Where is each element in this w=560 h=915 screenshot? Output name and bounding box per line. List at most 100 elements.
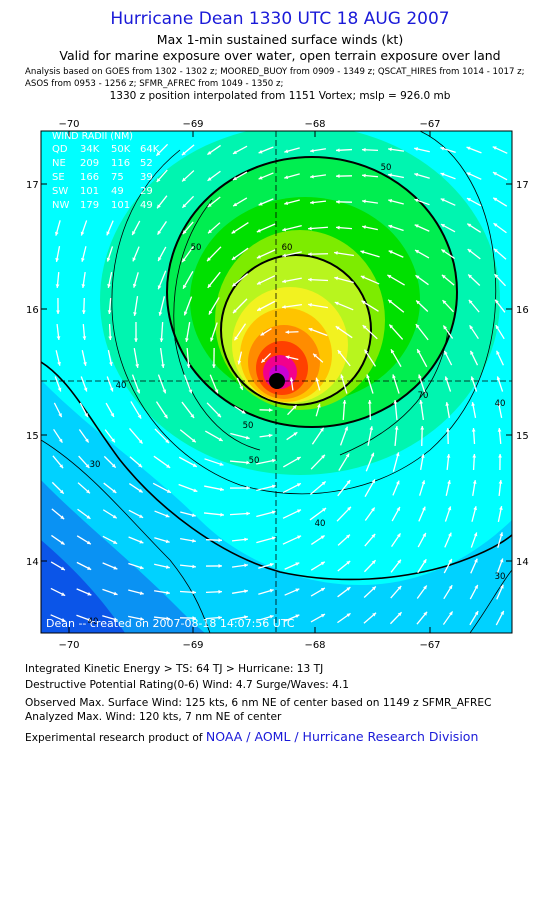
wind-vector-arrowhead <box>132 257 137 262</box>
wind-vector-arrowhead <box>388 147 392 152</box>
wind-vector-arrowhead <box>310 148 314 153</box>
wind-vector-arrowhead <box>388 224 393 229</box>
contour-label: 50 <box>249 456 260 466</box>
wind-vector-arrowhead <box>334 301 339 306</box>
wind-vector-arrowhead <box>108 336 113 340</box>
wind-vector-arrowhead <box>448 611 453 616</box>
wind-vector-arrowhead <box>493 223 498 227</box>
wind-vector-arrowhead <box>207 203 212 207</box>
contour-line-inner-left <box>173 199 261 451</box>
wind-radii-cell: 29 <box>140 186 153 197</box>
wind-vector-arrowhead <box>397 585 402 590</box>
wind-vector-arrowhead <box>316 403 321 408</box>
wind-vector-arrowhead <box>474 584 478 589</box>
lat-label-right: 14 <box>516 557 529 568</box>
contour-line-inner-right <box>339 329 449 456</box>
observed-max-wind-line: Observed Max. Surface Wind: 125 kts, 6 n… <box>25 697 492 709</box>
wind-vector-arrowhead <box>494 274 499 279</box>
wind-vector-arrowhead <box>214 389 219 394</box>
wind-vector-arrowhead <box>500 584 504 589</box>
contour-line-45kt <box>111 131 497 495</box>
wind-vector-arrowhead <box>237 360 242 365</box>
wind-vector-arrowhead <box>498 454 502 458</box>
wind-vector-arrowhead <box>388 199 393 203</box>
wind-vector-arrowhead <box>388 299 393 304</box>
wind-vector-arrowhead <box>397 559 401 564</box>
wind-vector-arrowhead <box>183 284 187 289</box>
wind-vector-arrowhead <box>55 258 60 262</box>
wind-vector-arrowhead <box>138 488 143 493</box>
wind-vector-arrowhead <box>156 178 161 182</box>
lat-label-left: 15 <box>26 431 39 442</box>
wind-vector-arrowhead <box>282 305 286 309</box>
wind-vector-arrowhead <box>192 463 197 467</box>
wind-vector-arrowhead <box>208 229 212 234</box>
wind-vector-arrowhead <box>308 303 312 307</box>
wind-vector-arrowhead <box>389 324 394 329</box>
wind-vector-arrowhead <box>342 400 347 404</box>
wind-contour-band-low-left <box>41 380 512 633</box>
wind-vector-arrowhead <box>344 426 349 431</box>
wind-vector-arrowhead <box>231 229 236 234</box>
wind-vector-arrowhead <box>106 257 111 262</box>
wind-vector-arrowhead <box>320 535 325 540</box>
wind-vector-arrowhead <box>112 514 117 519</box>
lat-label-left: 17 <box>26 180 39 191</box>
wind-radii-cell: 52 <box>140 158 153 169</box>
wind-vector-arrowhead <box>192 564 196 569</box>
wind-vector-arrowhead <box>234 336 238 341</box>
wind-vector-arrowhead <box>156 151 161 156</box>
wind-vector-arrowhead <box>466 198 471 202</box>
wind-vector-arrowhead <box>188 389 193 394</box>
wind-vector-arrowhead <box>322 508 327 512</box>
wind-vector-arrowhead <box>360 275 365 280</box>
wind-vectors <box>50 143 508 626</box>
wind-vector-arrowhead <box>138 439 143 444</box>
wind-vector-arrowhead <box>60 566 65 571</box>
wind-vector-arrowhead <box>473 506 477 511</box>
lon-label-bottom: −67 <box>419 640 440 651</box>
wind-vector-arrowhead <box>158 257 162 262</box>
wind-contour-band-20kt <box>41 540 125 633</box>
wind-vector-arrowhead <box>60 515 65 520</box>
wind-vector-arrowhead <box>334 276 339 281</box>
wind-vector-arrowhead <box>496 350 500 355</box>
wind-vector-arrowhead <box>346 587 351 591</box>
wind-vector-arrowhead <box>496 376 501 381</box>
wind-vector-arrowhead <box>207 150 212 155</box>
analysis-sources-line-2: ASOS from 0953 - 1256 z; SFMR_AFREC from… <box>25 79 284 89</box>
wind-vector-arrowhead <box>366 374 370 379</box>
wind-vector-arrowhead <box>158 311 163 316</box>
lon-label-bottom: −70 <box>58 640 79 651</box>
destructive-potential-line: Destructive Potential Rating(0-6) Wind: … <box>25 679 349 691</box>
wind-vector-arrowhead <box>282 227 287 232</box>
wind-vector-arrowhead <box>364 349 369 354</box>
wind-vector-arrowhead <box>268 433 273 438</box>
wind-vector-arrowhead <box>162 389 167 394</box>
lon-label-bottom: −68 <box>304 640 325 651</box>
wind-vector-arrowhead <box>497 402 501 407</box>
wind-vector-arrowhead <box>182 177 187 182</box>
wind-vector-arrowhead <box>443 325 447 330</box>
wind-vector-arrowhead <box>113 540 118 544</box>
wind-vector-arrowhead <box>135 364 140 368</box>
wind-vector-arrowhead <box>499 558 504 563</box>
wind-vector-arrowhead <box>87 617 92 622</box>
wind-vector-arrowhead <box>139 539 144 544</box>
wind-vector-arrowhead <box>86 489 90 494</box>
lon-label-top: −70 <box>58 119 79 130</box>
contour-label: 50 <box>191 243 202 253</box>
wind-vector-arrowhead <box>493 248 498 253</box>
hrd-link[interactable]: NOAA / AOML / Hurricane Research Divisio… <box>205 729 479 744</box>
wind-vector-arrowhead <box>495 325 500 330</box>
wind-vector-arrowhead <box>387 274 392 279</box>
wind-vector-arrowhead <box>320 561 325 566</box>
wind-vector-arrowhead <box>392 374 396 379</box>
wind-vector-arrowhead <box>258 149 263 154</box>
wind-vector-arrowhead <box>285 330 290 335</box>
wind-vector-arrowhead <box>296 483 301 487</box>
wind-radii-cell: 39 <box>140 172 153 183</box>
wind-radii-cell: 101 <box>80 186 99 197</box>
wind-vector-arrowhead <box>106 231 110 236</box>
wind-vector-arrowhead <box>397 612 402 617</box>
